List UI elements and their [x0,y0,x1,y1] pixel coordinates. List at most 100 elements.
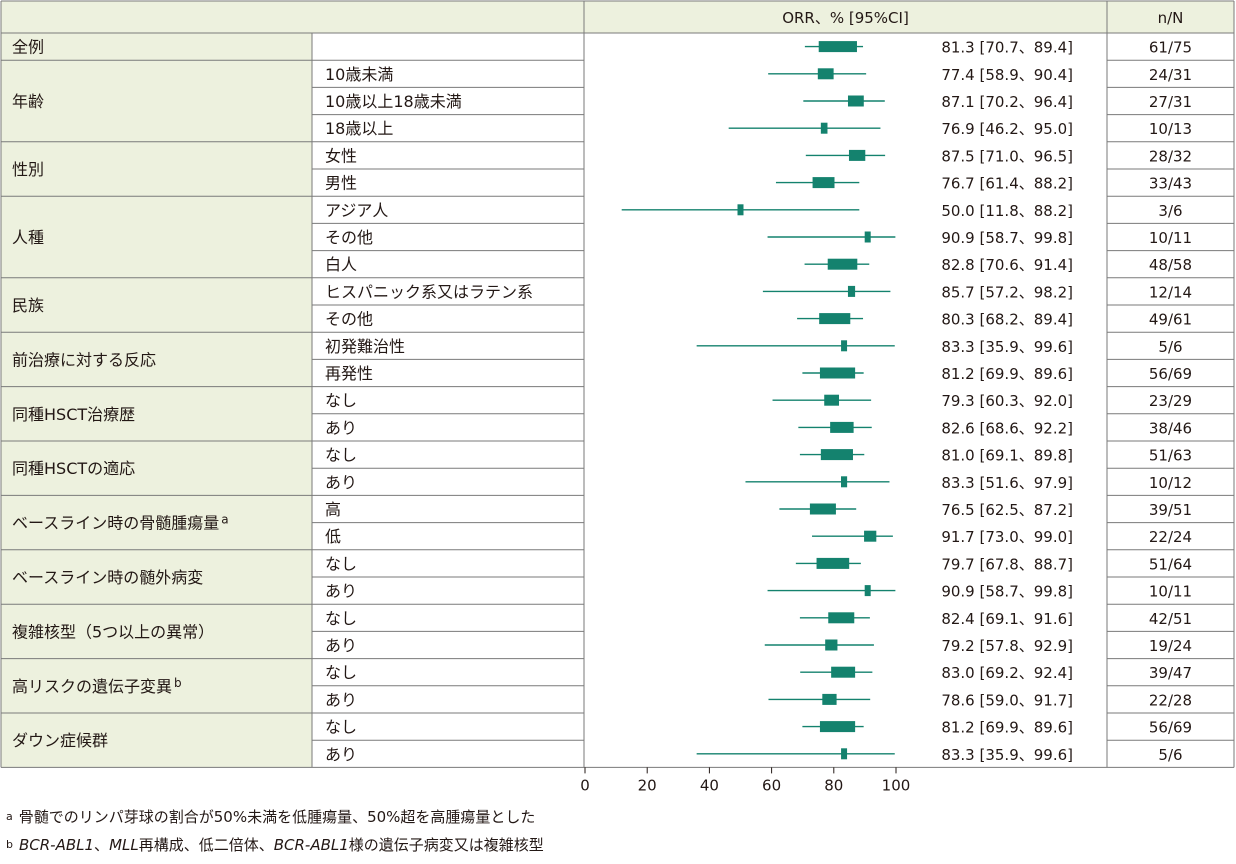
group-cell-5 [1,332,312,387]
orr-ci-text-12: 81.2 [69.9、89.6] [941,365,1073,383]
subgroup-label-25: なし [325,718,357,737]
n-text-24: 22/28 [1149,691,1192,709]
point-marker-10 [819,313,851,325]
group-cell-8 [1,495,312,550]
group-label-6: 同種HSCT治療歴 [12,405,135,424]
orr-ci-text-15: 81.0 [69.1、89.8] [941,447,1073,465]
group-label-2: 性別 [12,160,44,179]
header-n-cell [1107,1,1234,33]
x-tick-label-1: 20 [638,776,657,794]
point-marker-25 [819,721,856,733]
n-text-20: 10/11 [1149,583,1192,601]
orr-ci-text-11: 83.3 [35.9、99.6] [941,338,1073,356]
n-text-26: 5/6 [1158,746,1182,764]
subgroup-label-14: あり [325,418,357,437]
point-marker-26 [841,748,848,760]
group-cell-10 [1,604,312,659]
subgroup-label-12: 再発性 [325,364,373,383]
orr-ci-text-21: 82.4 [69.1、91.6] [941,610,1073,628]
point-marker-21 [828,612,855,624]
point-marker-3 [820,122,828,134]
subgroup-label-7: その他 [325,228,373,247]
group-label-11: 高リスクの遺伝子変異 b [12,676,182,696]
x-tick-label-2: 40 [700,776,719,794]
subgroup-label-4: 女性 [325,146,357,165]
n-text-25: 56/69 [1149,719,1192,737]
n-text-8: 48/58 [1149,256,1192,274]
subgroup-label-26: あり [325,745,357,764]
subgroup-label-3: 18歳以上 [325,119,393,138]
orr-ci-text-8: 82.8 [70.6、91.4] [941,256,1073,274]
subgroup-label-22: あり [325,636,357,655]
point-marker-11 [841,340,848,352]
subgroup-label-21: なし [325,609,357,628]
group-label-sup-8: a [221,513,228,527]
forest-plot: ORR、% [95%CI] n/N 全例年齢性別人種民族前治療に対する反応同種HSC… [0,0,1235,794]
point-marker-7 [864,231,871,243]
n-text-7: 10/11 [1149,229,1192,247]
group-cell-0 [1,33,312,61]
x-tick-label-4: 80 [824,776,843,794]
n-text-22: 19/24 [1149,637,1192,655]
group-label-9: ベースライン時の髄外病変 [12,568,203,587]
n-text-11: 5/6 [1158,338,1182,356]
n-text-5: 33/43 [1149,175,1192,193]
point-marker-8 [827,258,858,270]
n-text-0: 61/75 [1149,39,1192,57]
orr-ci-text-23: 83.0 [69.2、92.4] [941,664,1073,682]
group-label-3: 人種 [12,228,44,247]
n-text-23: 39/47 [1149,664,1192,682]
n-text-13: 23/29 [1149,392,1192,410]
orr-ci-text-26: 83.3 [35.9、99.6] [941,746,1073,764]
n-text-21: 42/51 [1149,610,1192,628]
orr-ci-text-9: 85.7 [57.2、98.2] [941,283,1073,301]
n-text-4: 28/32 [1149,147,1192,165]
group-cell-3 [1,196,312,278]
subgroup-label-20: あり [325,582,357,601]
n-text-17: 39/51 [1149,501,1192,519]
n-text-18: 22/24 [1149,528,1192,546]
point-marker-9 [847,285,856,297]
point-marker-0 [818,41,857,53]
footnote-a: a 骨髄でのリンパ芽球の割合が50%未満を低腫瘍量、50%超を高腫瘍量とした [6,808,535,826]
subgroup-label-24: あり [325,690,357,709]
orr-ci-text-13: 79.3 [60.3、92.0] [941,392,1073,410]
subgroup-label-23: なし [325,663,357,682]
orr-ci-text-16: 83.3 [51.6、97.9] [941,474,1073,492]
point-marker-17 [809,503,836,515]
point-marker-2 [847,95,864,107]
group-label-4: 民族 [12,296,44,315]
orr-ci-text-2: 87.1 [70.2、96.4] [941,93,1073,111]
subgroup-label-18: 低 [325,527,341,546]
group-cell-7 [1,441,312,496]
point-marker-14 [830,421,854,433]
group-cell-2 [1,141,312,197]
footnote-b-gene-3: BCR-ABL1 [273,836,349,854]
orr-ci-text-1: 77.4 [58.9、90.4] [941,66,1073,84]
subgroup-label-17: 高 [325,500,341,519]
point-marker-19 [816,557,850,569]
n-text-3: 10/13 [1149,120,1192,138]
header-n-label: n/N [1158,9,1184,27]
n-text-2: 27/31 [1149,93,1192,111]
footnote-b-text-1: 、 [94,836,110,854]
point-marker-23 [831,666,856,678]
subgroup-label-11: 初発難治性 [325,337,405,356]
point-marker-4 [848,149,866,161]
x-tick-label-3: 60 [762,776,781,794]
x-tick-label-5: 100 [882,776,911,794]
group-cell-4 [1,277,312,333]
group-label-12: ダウン症候群 [12,731,108,750]
orr-ci-text-3: 76.9 [46.2、95.0] [941,120,1073,138]
footnote-b-mark: b [6,838,13,851]
group-cell-11 [1,658,312,713]
orr-ci-text-24: 78.6 [59.0、91.7] [941,691,1073,709]
footnote-b-text-3: 様の遺伝子病変又は複雑核型 [348,836,544,854]
orr-ci-text-17: 76.5 [62.5、87.2] [941,501,1073,519]
x-tick-label-0: 0 [580,776,590,794]
orr-ci-text-5: 76.7 [61.4、88.2] [941,175,1073,193]
footnote-a-text: 骨髄でのリンパ芽球の割合が50%未満を低腫瘍量、50%超を高腫瘍量とした [18,808,536,826]
subgroup-label-6: アジア人 [325,201,388,220]
footnote-b: b BCR-ABL1、MLL再構成、低二倍体、BCR-ABL1様の遺伝子病変又は複… [6,836,544,854]
orr-ci-text-0: 81.3 [70.7、89.4] [941,39,1073,57]
